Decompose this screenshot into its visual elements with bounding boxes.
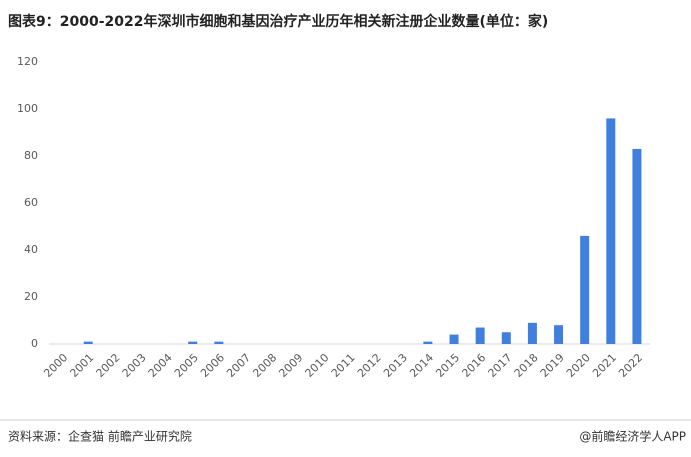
x-tick-label: 2018 [512, 351, 541, 380]
bar [606, 118, 616, 345]
x-tick-label: 2022 [616, 351, 645, 380]
bar [527, 322, 537, 344]
bar [554, 325, 564, 344]
source: 资料来源：企查猫 前瞻产业研究院 [8, 429, 192, 444]
x-tick-label: 2014 [407, 351, 436, 380]
bar [83, 341, 93, 344]
x-tick-label: 2009 [276, 351, 305, 380]
y-tick-label: 120 [17, 55, 38, 68]
bar [475, 327, 485, 344]
x-tick-label: 2004 [146, 351, 175, 380]
x-tick-label: 2017 [486, 351, 515, 380]
x-tick-label: 2003 [120, 351, 149, 380]
chart-title: 图表9：2000-2022年深圳市细胞和基因治疗产业历年相关新注册企业数量(单位… [8, 13, 548, 30]
credit: @前瞻经济学人APP [579, 429, 686, 444]
bar [188, 341, 198, 344]
x-tick-label: 2021 [590, 351, 619, 380]
x-tick-label: 2002 [94, 351, 123, 380]
x-tick-label: 2001 [67, 351, 96, 380]
x-tick-label: 2007 [224, 351, 253, 380]
bar [580, 235, 590, 344]
y-tick-label: 60 [24, 196, 38, 209]
y-tick-label: 40 [24, 243, 38, 256]
y-tick-label: 80 [24, 149, 38, 162]
x-tick-label: 2005 [172, 351, 201, 380]
x-tick-label: 2015 [433, 351, 462, 380]
bar [449, 334, 459, 344]
x-tick-label: 2010 [303, 351, 332, 380]
x-tick-label: 2019 [538, 351, 567, 380]
bar [214, 341, 224, 344]
x-tick-label: 2020 [564, 351, 593, 380]
bar [632, 148, 642, 344]
x-tick-label: 2013 [381, 351, 410, 380]
bar [501, 332, 511, 344]
bar [423, 341, 433, 344]
x-tick-label: 2011 [329, 351, 358, 380]
x-tick-label: 2008 [250, 351, 279, 380]
y-tick-label: 100 [17, 102, 38, 115]
y-tick-label: 20 [24, 290, 38, 303]
x-tick-label: 2000 [41, 351, 70, 380]
x-tick-label: 2012 [355, 351, 384, 380]
y-tick-label: 0 [31, 337, 38, 350]
x-tick-label: 2006 [198, 351, 227, 380]
x-tick-label: 2016 [459, 351, 488, 380]
